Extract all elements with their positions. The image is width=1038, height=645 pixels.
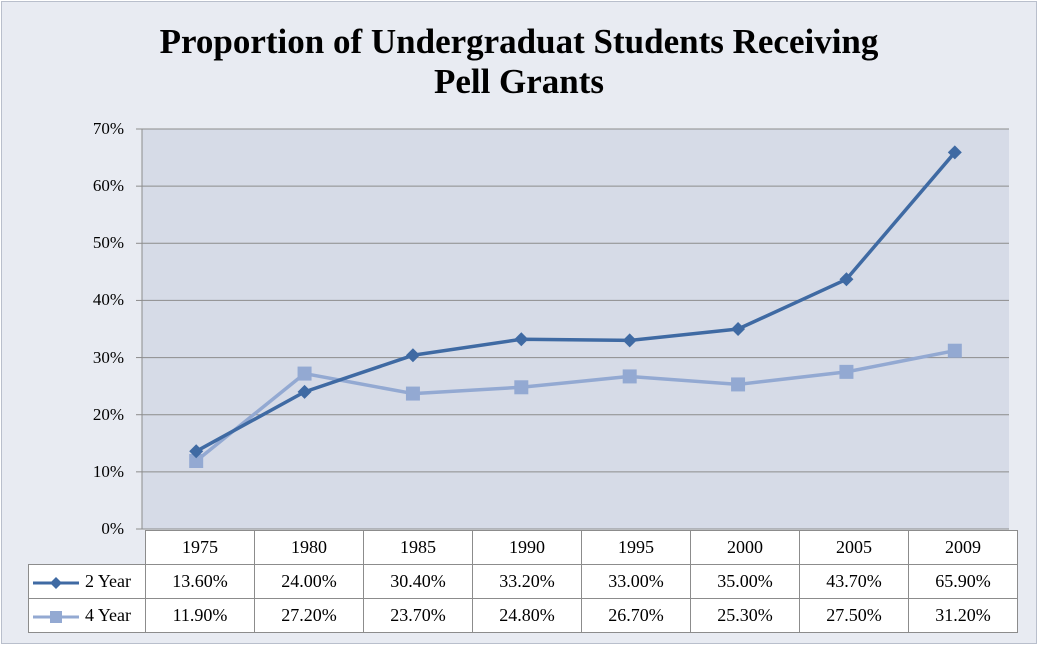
diamond-marker-icon: [33, 576, 79, 589]
x-tick-label: 2005: [799, 530, 909, 565]
x-tick-label: 1990: [472, 530, 582, 565]
data-point-2-year: [731, 322, 746, 336]
square-marker-icon: [33, 610, 79, 623]
y-tick-label: 60%: [92, 176, 124, 195]
y-tick-label: 70%: [92, 119, 124, 138]
data-label: 30.40%: [363, 564, 473, 599]
data-label: 24.00%: [254, 564, 364, 599]
data-point-2-year: [622, 333, 637, 348]
data-label: 33.00%: [581, 564, 691, 599]
x-tick-label: 2009: [908, 530, 1018, 565]
data-label: 26.70%: [581, 598, 691, 633]
data-table: 1975 1980 1985 1990 1995 2000 2005 2009 …: [28, 530, 1018, 633]
data-label: 65.90%: [908, 564, 1018, 599]
y-tick-label: 30%: [92, 348, 124, 367]
data-point-2-year: [189, 444, 204, 459]
data-label: 11.90%: [145, 598, 255, 633]
data-label: 27.50%: [799, 598, 909, 633]
legend-entry-2-year: 2 Year: [28, 564, 146, 599]
data-point-4-year: [622, 369, 637, 384]
data-label: 33.20%: [472, 564, 582, 599]
data-point-4-year: [189, 454, 204, 468]
data-point-4-year: [839, 364, 854, 379]
series-line-4-year: [195, 348, 956, 463]
legend-entry-4-year: 4 Year: [28, 598, 146, 633]
data-point-2-year: [514, 332, 529, 347]
x-tick-label: 1980: [254, 530, 364, 565]
table-row-2-year: 2 Year 13.60% 24.00% 30.40% 33.20% 33.00…: [28, 564, 1018, 599]
series-line-2-year: [195, 151, 957, 453]
data-point-4-year: [731, 377, 746, 392]
y-tick-label: 10%: [92, 462, 124, 481]
data-label: 23.70%: [363, 598, 473, 633]
data-point-2-year: [297, 384, 312, 399]
chart-title: Proportion of Undergraduat Students Rece…: [159, 22, 879, 61]
data-label: 35.00%: [690, 564, 800, 599]
data-label: 27.20%: [254, 598, 364, 633]
data-label: 24.80%: [472, 598, 582, 633]
data-point-4-year: [297, 366, 312, 381]
x-tick-label: 1995: [581, 530, 691, 565]
data-label: 25.30%: [690, 598, 800, 633]
data-point-4-year: [947, 343, 962, 358]
data-point-2-year: [405, 348, 420, 363]
data-label: 31.20%: [908, 598, 1018, 633]
table-corner: [28, 530, 146, 565]
y-tick-label: 40%: [92, 290, 124, 309]
y-tick-label: 50%: [92, 233, 124, 252]
chart-title-line2: Pell Grants: [433, 62, 605, 101]
data-point-4-year: [514, 380, 529, 395]
legend-label-4-year: 4 Year: [85, 605, 132, 625]
x-tick-label: 2000: [690, 530, 800, 565]
data-label: 43.70%: [799, 564, 909, 599]
y-tick-label: 20%: [92, 405, 124, 424]
data-label: 13.60%: [145, 564, 255, 599]
table-row-4-year: 4 Year 11.90% 27.20% 23.70% 24.80% 26.70…: [28, 598, 1018, 633]
data-point-4-year: [405, 386, 420, 401]
plot-area: [142, 129, 1009, 529]
data-point-2-year: [839, 272, 854, 287]
x-tick-label: 1975: [145, 530, 255, 565]
data-point-2-year: [947, 145, 962, 160]
x-tick-label: 1985: [363, 530, 473, 565]
category-row: 1975 1980 1985 1990 1995 2000 2005 2009: [28, 530, 1018, 565]
legend-label-2-year: 2 Year: [85, 571, 132, 591]
